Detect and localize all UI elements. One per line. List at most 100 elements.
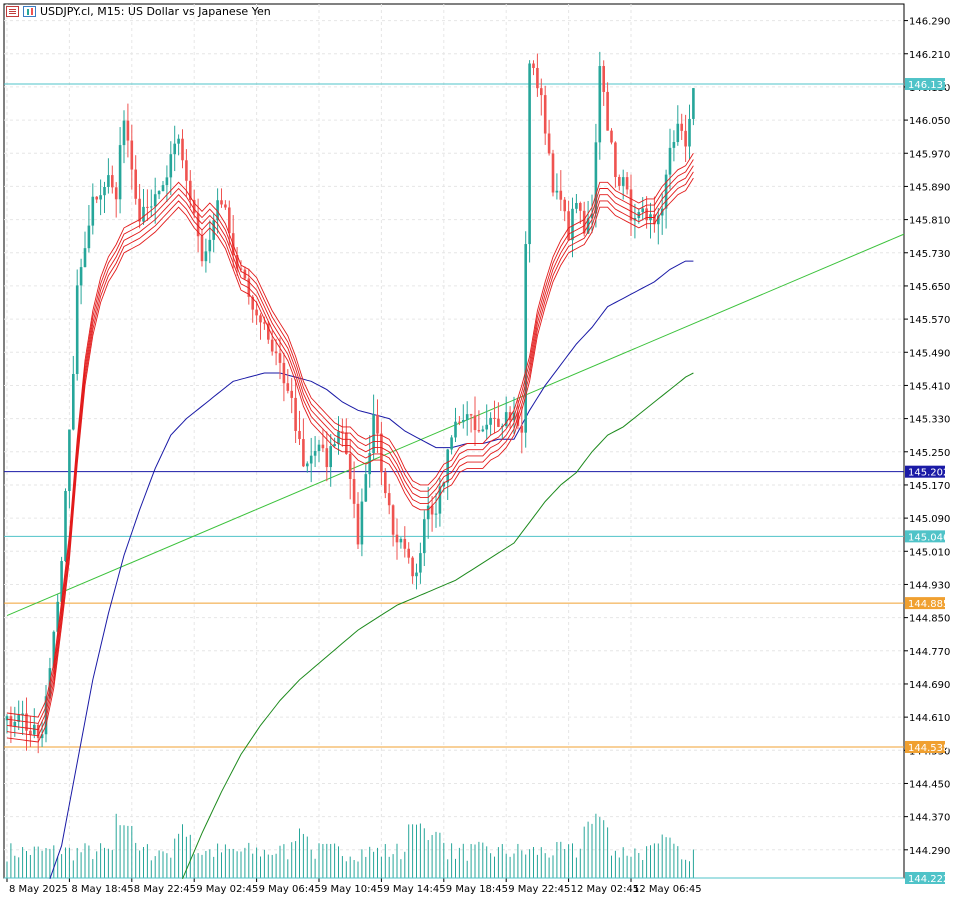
candlestick-icon[interactable] <box>23 5 36 17</box>
price-level-tag <box>905 872 945 884</box>
candle-body <box>345 432 348 454</box>
ribbon-line <box>6 177 694 743</box>
candle-body <box>645 208 648 221</box>
candle-body <box>243 269 247 279</box>
candle-body <box>278 353 282 363</box>
candle-body <box>462 420 465 423</box>
candle <box>423 510 426 567</box>
candle-body <box>641 208 644 213</box>
price-level-label: 146.137 <box>908 80 949 91</box>
candle-body <box>13 721 17 727</box>
candle-body <box>68 429 71 492</box>
candle <box>458 416 461 426</box>
x-tick-label: 8 May 2025 <box>9 884 68 895</box>
y-tick-label: 145.090 <box>909 514 950 525</box>
candle-body <box>142 206 145 222</box>
candle <box>142 188 145 225</box>
candle-body <box>259 315 262 323</box>
candle-body <box>118 145 122 200</box>
candle-body <box>415 572 418 577</box>
candle-body <box>75 285 79 374</box>
candle-body <box>653 214 656 225</box>
candle <box>298 410 301 446</box>
candle-body <box>446 449 449 483</box>
candle-body <box>571 208 574 241</box>
candle <box>302 418 305 468</box>
candle-body <box>21 713 24 716</box>
candle <box>602 60 605 106</box>
candle <box>528 60 531 263</box>
y-tick-label: 144.930 <box>909 580 950 591</box>
candle-body <box>185 160 188 181</box>
candle <box>286 369 290 394</box>
candle-body <box>426 505 430 520</box>
candle <box>664 169 668 229</box>
candle-body <box>567 211 570 241</box>
candle-body <box>680 123 683 131</box>
candle <box>579 201 582 225</box>
candle-body <box>395 534 399 543</box>
x-tick-label: 9 May 10:45 <box>321 884 383 895</box>
y-tick-label: 145.330 <box>909 415 950 426</box>
candle <box>672 130 676 162</box>
candle-body <box>688 118 691 147</box>
candle <box>407 542 410 564</box>
candle-body <box>434 513 438 515</box>
candle-body <box>458 421 461 423</box>
candle <box>220 188 223 208</box>
candle-body <box>274 351 278 354</box>
candle-body <box>606 91 609 131</box>
candle <box>13 706 17 737</box>
candle <box>426 487 430 539</box>
candle <box>75 269 79 381</box>
candle-body <box>481 429 485 432</box>
y-tick-label: 146.050 <box>909 116 950 127</box>
candle <box>481 425 485 433</box>
x-tick-label: 8 May 18:45 <box>71 884 133 895</box>
candle <box>399 537 403 549</box>
candle <box>575 193 578 214</box>
candle-body <box>403 538 407 549</box>
candle-body <box>228 207 231 234</box>
candle-body <box>87 225 91 249</box>
candle <box>134 155 137 205</box>
candle <box>192 189 196 219</box>
candle-series <box>5 51 695 754</box>
candle-body <box>114 187 118 200</box>
candle-body <box>95 196 98 200</box>
candle <box>36 723 40 754</box>
price-level-label: 145.202 <box>908 468 949 479</box>
y-tick-label: 145.010 <box>909 547 950 558</box>
candle-body <box>196 213 200 237</box>
candle <box>29 715 32 748</box>
x-tick-label: 12 May 06:45 <box>633 884 702 895</box>
candle <box>555 173 559 200</box>
candle-body <box>590 213 594 219</box>
candle-body <box>309 455 313 464</box>
candle-body <box>672 142 676 148</box>
candle-body <box>454 421 457 438</box>
candle-body <box>668 147 672 175</box>
candle-body <box>516 412 520 426</box>
candle-body <box>618 177 621 186</box>
candle-body <box>625 177 629 190</box>
candle-body <box>477 430 481 432</box>
candle-body <box>657 215 660 225</box>
candle <box>228 200 231 247</box>
candle <box>306 461 309 473</box>
candle-body <box>563 199 566 212</box>
list-icon[interactable] <box>6 5 19 17</box>
x-tick-label: 12 May 02:45 <box>571 884 640 895</box>
candle <box>387 483 391 515</box>
candle-body <box>130 140 134 170</box>
candle-body <box>165 177 169 186</box>
x-tick-label: 9 May 14:45 <box>383 884 445 895</box>
candle-body <box>348 453 352 479</box>
price-level-label: 145.046 <box>908 532 949 543</box>
chart-title-bar: USDJPY.cl, M15: US Dollar vs Japanese Ye… <box>6 3 271 19</box>
price-level-label: 144.538 <box>908 743 949 754</box>
candle-body <box>255 309 258 316</box>
candle-body <box>325 448 329 468</box>
